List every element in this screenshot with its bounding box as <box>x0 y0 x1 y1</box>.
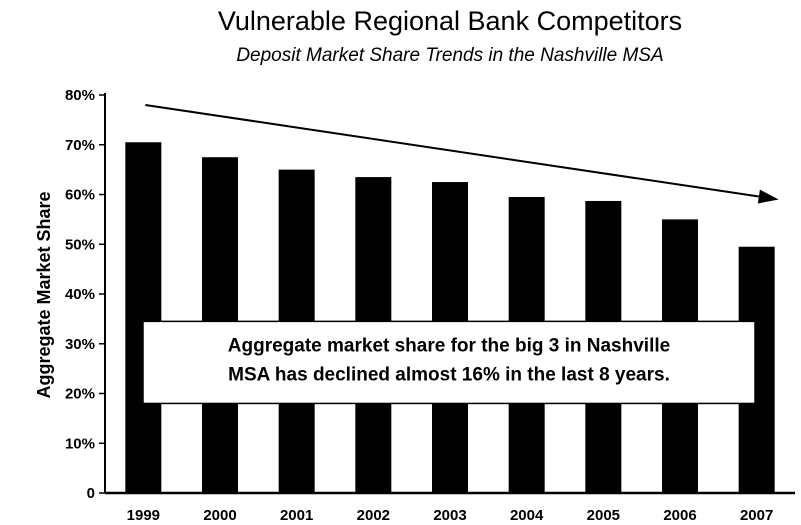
x-tick-label: 2007 <box>740 507 773 524</box>
trend-arrow <box>145 103 779 204</box>
y-tick-label: 30% <box>65 336 95 353</box>
y-tick-label: 80% <box>65 87 95 104</box>
annotation-background <box>142 320 756 405</box>
y-tick-label: 0 <box>87 485 95 502</box>
x-tick-label: 2001 <box>280 507 313 524</box>
annotation-line-2: MSA has declined almost 16% in the last … <box>228 364 670 385</box>
axes <box>104 93 795 495</box>
y-tick-label: 10% <box>65 435 95 452</box>
bar-1999 <box>125 142 162 493</box>
trend-arrow-shaft <box>145 103 760 198</box>
trend-arrow-head <box>757 189 779 204</box>
annotation-line-1: Aggregate market share for the big 3 in … <box>228 335 670 356</box>
y-tick-label: 50% <box>65 236 95 253</box>
x-tick-label: 2005 <box>587 507 620 524</box>
x-tick-label: 2003 <box>433 507 466 524</box>
bars <box>125 142 775 494</box>
annotation-box: Aggregate market share for the big 3 in … <box>142 320 756 405</box>
x-tick-label: 2000 <box>203 507 236 524</box>
y-tick-label: 60% <box>65 187 95 204</box>
y-tick-label: 20% <box>65 386 95 403</box>
x-tick-label: 1999 <box>127 507 160 524</box>
x-axis-ticks: 1999 2000 2001 2002 2003 2004 2005 2006 2007 <box>127 507 774 524</box>
chart-title: Vulnerable Regional Bank Competitors <box>218 6 682 36</box>
y-axis-label: Aggregate Market Share <box>34 191 54 398</box>
y-axis-ticks: 0 10% 20% 30% 40% 50% 60% 70% 80% <box>65 87 105 502</box>
chart-subtitle: Deposit Market Share Trends in the Nashv… <box>236 45 663 66</box>
x-tick-label: 2002 <box>357 507 390 524</box>
x-tick-label: 2006 <box>663 507 696 524</box>
x-tick-label: 2004 <box>510 507 544 524</box>
y-tick-label: 40% <box>65 286 95 303</box>
y-tick-label: 70% <box>65 137 95 154</box>
